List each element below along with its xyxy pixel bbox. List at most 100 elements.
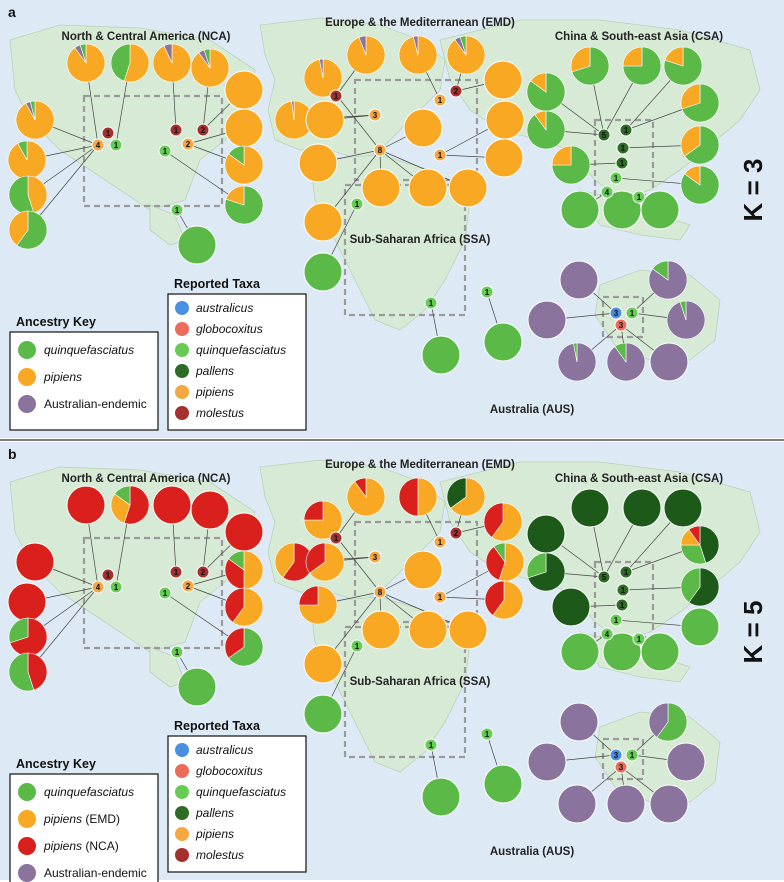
marker-count: 1 (485, 730, 490, 739)
marker-count: 1 (429, 299, 434, 308)
ancestry-pie (15, 542, 55, 582)
region-title-aus: Australia (AUS) (490, 846, 575, 858)
sample-marker: 1 (424, 738, 438, 752)
marker-count: 1 (614, 174, 619, 183)
ancestry-pie (560, 632, 600, 672)
region-title-nca: North & Central America (NCA) (62, 31, 231, 43)
region-title-ssa: Sub-Saharan Africa (SSA) (350, 676, 491, 688)
ancestry-pie (66, 485, 106, 525)
ancestry-pie (570, 46, 610, 86)
marker-count: 1 (175, 206, 180, 215)
marker-count: 1 (334, 92, 339, 101)
sample-marker: 4 (91, 580, 105, 594)
region-title-csa: China & South-east Asia (CSA) (555, 31, 723, 43)
ancestry-pie (303, 644, 343, 684)
sample-marker: 1 (101, 126, 115, 140)
taxon-label: australicus (196, 301, 253, 315)
sample-marker: 2 (181, 137, 195, 151)
sample-marker: 1 (433, 535, 447, 549)
ancestry-pie (649, 784, 689, 824)
ancestry-key-label: pipiens (NCA) (43, 839, 119, 853)
ancestry-pie (110, 43, 150, 83)
sample-marker: 4 (91, 138, 105, 152)
sample-marker: 1 (109, 138, 123, 152)
ancestry-pie (421, 777, 461, 817)
sample-marker: 1 (433, 148, 447, 162)
sample-marker: 1 (158, 144, 172, 158)
marker-count: 4 (96, 141, 101, 150)
ancestry-pie (649, 342, 689, 382)
marker-count: 1 (114, 583, 119, 592)
region-title-emd: Europe & the Mediterranean (EMD) (325, 17, 515, 29)
sample-marker: 1 (433, 93, 447, 107)
ancestry-pie (177, 667, 217, 707)
ancestry-pie (526, 514, 566, 554)
ancestry-pie (680, 125, 720, 165)
taxon-swatch (175, 301, 189, 315)
ancestry-pie (448, 168, 488, 208)
marker-count: 1 (438, 151, 443, 160)
ancestry-pie (190, 48, 230, 88)
sample-marker: 1 (625, 748, 639, 762)
taxa-key: Reported Taxa australicus globocoxitus quin… (167, 277, 307, 431)
ancestry-pie (527, 742, 567, 782)
ancestry-key-label: pipiens (43, 370, 82, 384)
ancestry-pie (8, 617, 48, 657)
ancestry-pie (298, 585, 338, 625)
marker-count: 2 (454, 529, 459, 538)
marker-count: 1 (624, 126, 629, 135)
ancestry-pie (559, 702, 599, 742)
ancestry-pie (403, 108, 443, 148)
ancestry-key-label: quinquefasciatus (44, 785, 134, 799)
taxon-swatch (175, 827, 189, 841)
marker-count: 1 (438, 593, 443, 602)
marker-count: 3 (619, 321, 624, 330)
ancestry-pie (303, 252, 343, 292)
marker-count: 5 (602, 131, 607, 140)
marker-count: 1 (621, 144, 626, 153)
ancestry-pie (408, 610, 448, 650)
sample-marker: 3 (368, 108, 382, 122)
ancestry-key-label: Australian-endemic (44, 866, 147, 880)
ancestry-pie (680, 83, 720, 123)
ancestry-pies (7, 477, 720, 824)
sample-marker: 3 (609, 748, 623, 762)
marker-count: 1 (620, 159, 625, 168)
nca-box (82, 536, 224, 650)
ancestry-pie (408, 168, 448, 208)
sample-marker: 5 (597, 570, 611, 584)
sample-marker: 1 (329, 89, 343, 103)
taxon-swatch (175, 785, 189, 799)
sample-marker: 1 (615, 156, 629, 170)
aus-box (601, 295, 645, 339)
ancestry-pie (224, 587, 264, 627)
ancestry-pie (152, 485, 192, 525)
ancestry-pie (484, 580, 524, 620)
taxon-swatch (175, 806, 189, 820)
ancestry-pie (421, 335, 461, 375)
taxon-label: pipiens (195, 385, 234, 399)
ancestry-key-label: quinquefasciatus (44, 343, 134, 357)
marker-count: 2 (454, 87, 459, 96)
sample-marker: 2 (449, 526, 463, 540)
ancestry-pie (403, 550, 443, 590)
ancestry-pie (648, 260, 688, 300)
sample-marker: 1 (632, 632, 646, 646)
taxon-label: quinquefasciatus (196, 785, 286, 799)
ancestry-pie (663, 488, 703, 528)
sample-marker: 1 (616, 141, 630, 155)
marker-count: 4 (605, 630, 610, 639)
marker-count: 1 (621, 586, 626, 595)
ancestry-pie (224, 627, 264, 667)
marker-count: 2 (201, 568, 206, 577)
sample-marker: 1 (615, 598, 629, 612)
ancestry-swatch (18, 368, 36, 386)
ancestry-pie (483, 322, 523, 362)
ancestry-pie (224, 550, 264, 590)
ancestry-pie (303, 694, 343, 734)
ancestry-pie (361, 610, 401, 650)
marker-count: 1 (163, 589, 168, 598)
